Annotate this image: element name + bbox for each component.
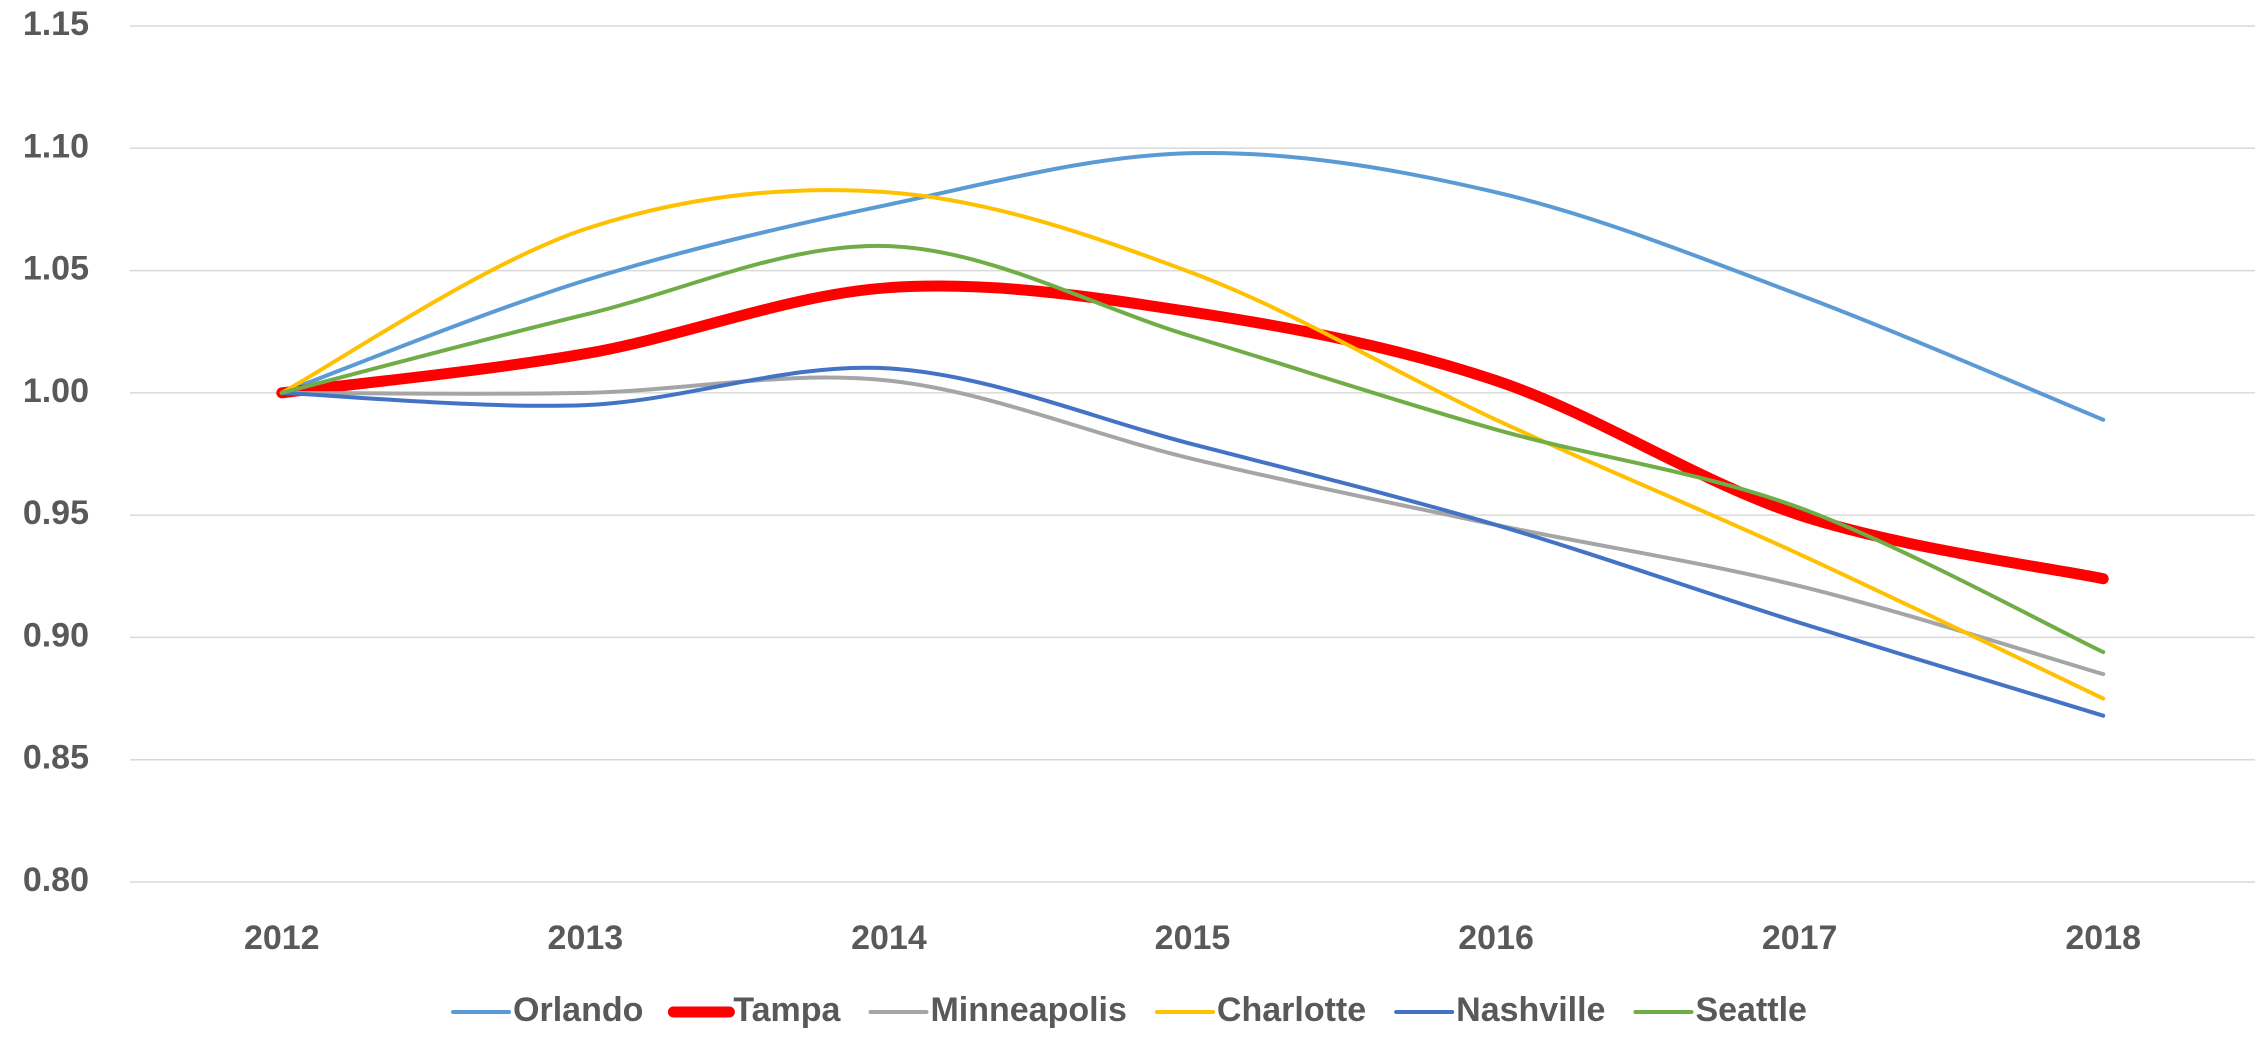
legend-label: Nashville xyxy=(1456,991,1605,1029)
legend: Orlando Tampa Minneapolis Charlotte Nashvill… xyxy=(451,991,1807,1029)
y-tick-label: 0.95 xyxy=(23,494,89,532)
x-tick-label: 2013 xyxy=(548,919,624,957)
series-line xyxy=(279,375,2106,677)
series-line xyxy=(279,188,2106,701)
x-tick-label: 2015 xyxy=(1155,919,1231,957)
legend-label: Tampa xyxy=(733,991,841,1029)
x-tick-label: 2014 xyxy=(851,919,927,957)
y-tick-label: 1.05 xyxy=(23,250,89,288)
legend-label: Charlotte xyxy=(1217,991,1366,1029)
y-tick-label: 0.80 xyxy=(23,861,89,899)
x-tick-label: 2017 xyxy=(1762,919,1838,957)
legend-label: Seattle xyxy=(1695,991,1807,1029)
y-tick-label: 1.10 xyxy=(23,127,89,165)
y-tick-label: 1.00 xyxy=(23,372,89,410)
x-tick-label: 2018 xyxy=(2065,919,2141,957)
x-tick-label: 2012 xyxy=(244,919,320,957)
legend-label: Orlando xyxy=(513,991,643,1029)
legend-label: Minneapolis xyxy=(930,991,1126,1029)
series-line xyxy=(279,151,2106,422)
series-line xyxy=(279,243,2106,655)
y-tick-label: 0.90 xyxy=(23,616,89,654)
y-tick-label: 1.15 xyxy=(23,5,89,43)
series-line xyxy=(279,365,2106,718)
x-tick-label: 2016 xyxy=(1458,919,1534,957)
series-line xyxy=(276,280,2109,585)
y-tick-label: 0.85 xyxy=(23,739,89,777)
